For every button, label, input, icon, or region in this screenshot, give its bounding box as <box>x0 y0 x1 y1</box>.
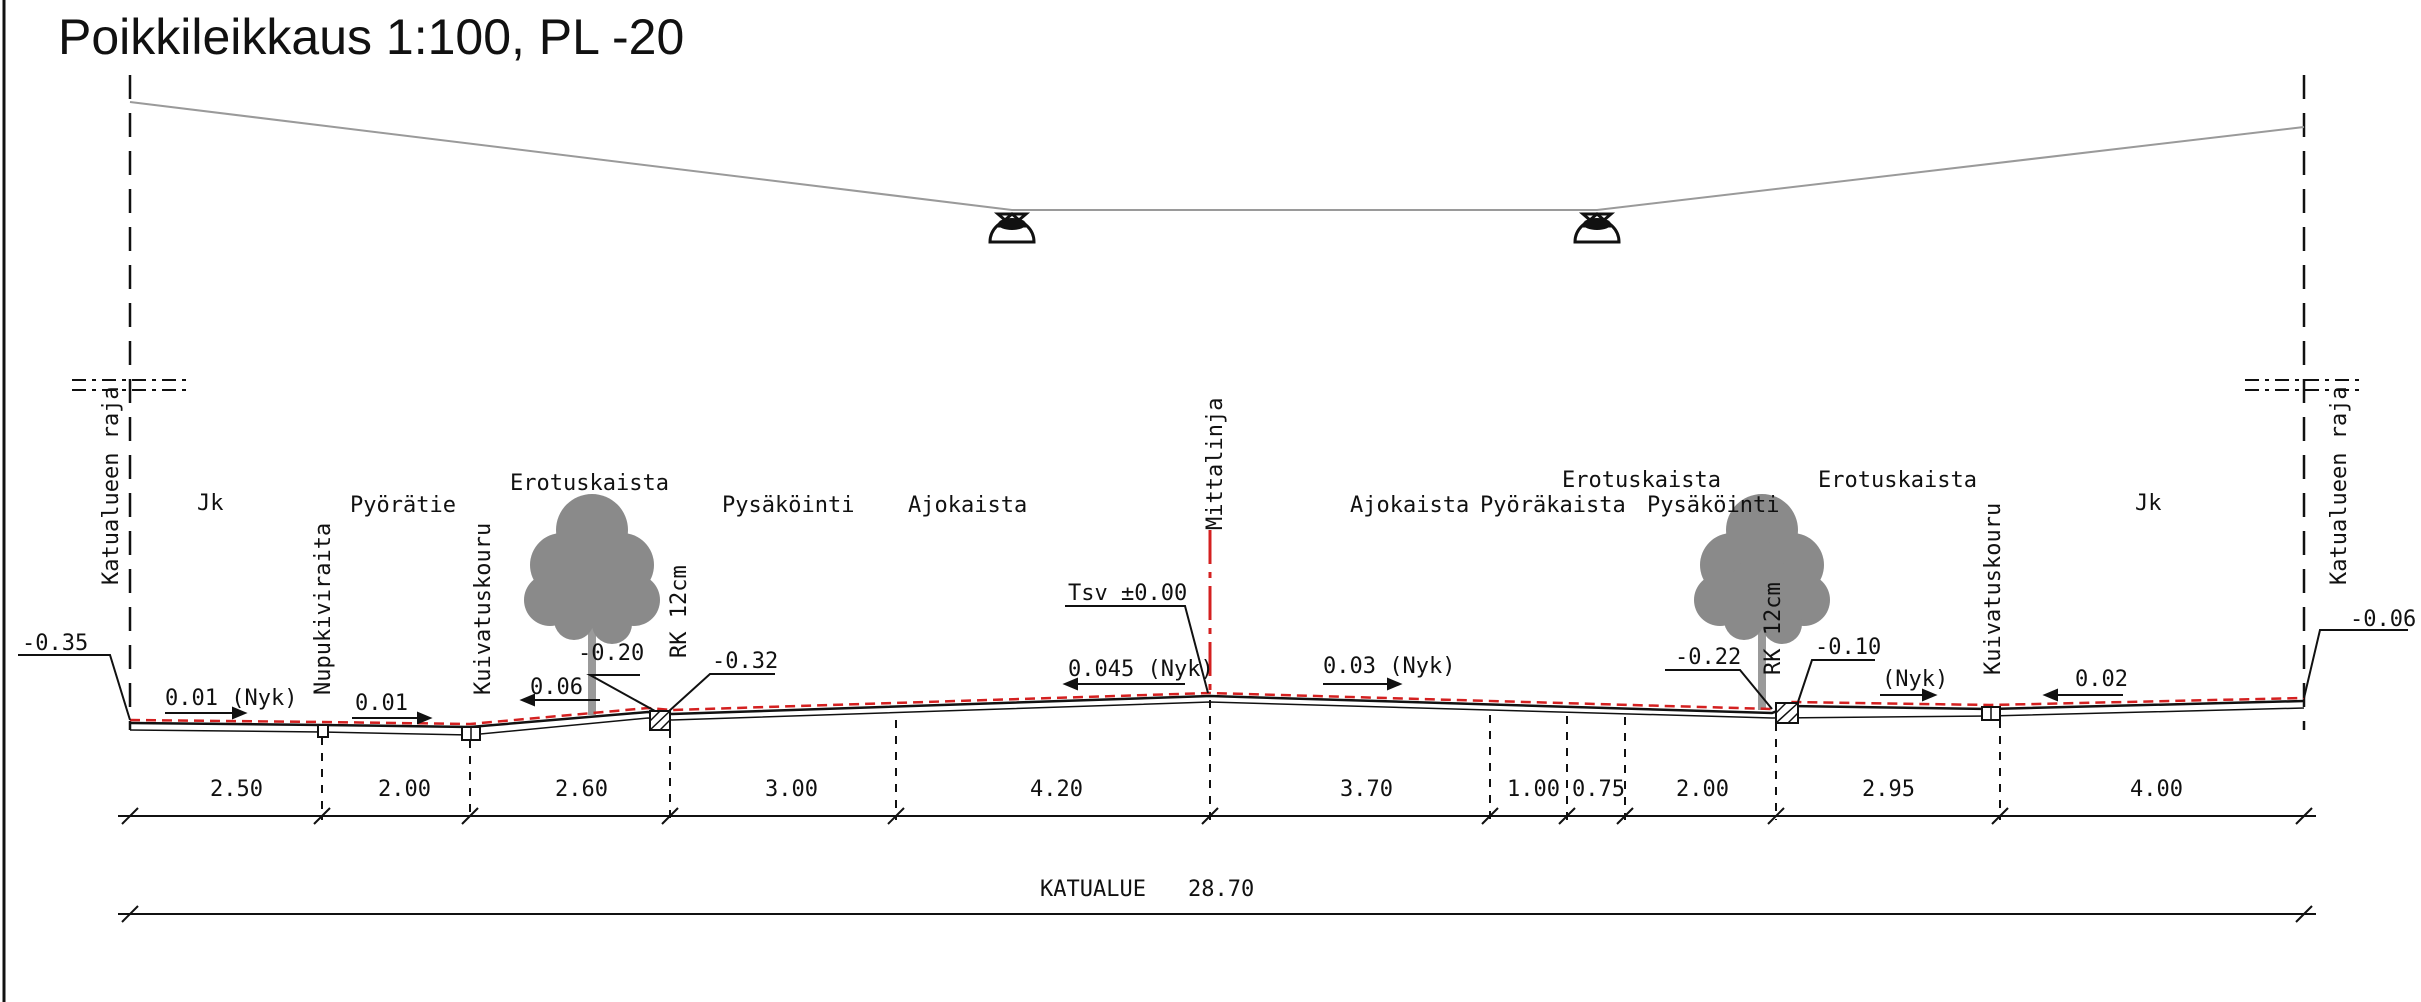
zone-label-ajokaista-right: Ajokaista <box>1350 493 1469 518</box>
dimension-value: 3.00 <box>765 777 818 802</box>
zone-label-ajokaista-left: Ajokaista <box>908 493 1027 518</box>
zone-label-erotuskaista-right: Erotuskaista <box>1818 468 1977 493</box>
zone-label-jk-right: Jk <box>2135 491 2162 516</box>
slope-erotus-left: 0.06 <box>530 675 583 700</box>
level-curb-left-top: -0.20 <box>578 641 644 666</box>
katualue-raja-right-label: Katualueen raja <box>2327 386 2352 585</box>
level-leader-curb-left-b <box>667 673 775 713</box>
slope-erotus-right: (Nyk) <box>1882 667 1948 692</box>
zone-label-pyorakaista: Pyöräkaista <box>1480 493 1626 518</box>
level-leader-curb-left <box>586 674 656 712</box>
slope-ajorata-left: 0.045 (Nyk) <box>1068 657 1214 682</box>
level-left-edge: -0.35 <box>22 631 88 656</box>
curb-left-hatch-icon <box>649 710 671 731</box>
level-leader-curb-right-top <box>1797 659 1875 703</box>
dimension-value: 2.95 <box>1862 777 1915 802</box>
zone-label-jk-left: Jk <box>197 491 224 516</box>
total-label: KATUALUE <box>1040 877 1146 902</box>
dimension-value: 2.50 <box>210 777 263 802</box>
nupukivi-block-icon <box>317 724 329 738</box>
rk-right-label: RK 12cm <box>1761 582 1786 675</box>
mittalinja-label: Mittalinja <box>1203 398 1228 530</box>
level-curb-right-top: -0.10 <box>1815 635 1881 660</box>
total-value: 28.70 <box>1188 877 1254 902</box>
surface-line <box>129 694 2305 729</box>
total-tick-right <box>2295 905 2313 923</box>
zone-label-pysakointi-right: Pysäköinti <box>1647 493 1779 518</box>
existing-surface-line <box>129 691 2305 726</box>
dimension-value: 2.00 <box>1676 777 1729 802</box>
tree-icon <box>1694 494 1830 710</box>
nupukiviraita-label: Nupukiviraita <box>311 523 336 695</box>
total-tick-left <box>121 905 139 923</box>
zone-label-erotuskaista-mid: Erotuskaista <box>1562 468 1721 493</box>
dimension-value: 2.60 <box>555 777 608 802</box>
slope-pyoratie: 0.01 <box>355 691 408 716</box>
level-leader-right <box>2303 629 2408 699</box>
slope-jk-left: 0.01 (Nyk) <box>165 686 297 711</box>
dimension-value: 3.70 <box>1340 777 1393 802</box>
boundary-marker-right <box>2245 379 2362 391</box>
luminaire-icon <box>988 212 1036 244</box>
kuivatuskouru-left-label: Kuivatuskouru <box>471 523 496 695</box>
zone-label-pysakointi-left: Pysäköinti <box>722 493 854 518</box>
dimension-value: 4.20 <box>1030 777 1083 802</box>
zone-label-erotuskaista-left: Erotuskaista <box>510 471 669 496</box>
dimension-value: 4.00 <box>2130 777 2183 802</box>
zone-separators <box>321 700 2001 820</box>
level-leader-tsv <box>1065 605 1209 694</box>
level-right-edge: -0.06 <box>2350 607 2416 632</box>
luminaire-icon <box>1573 212 1621 244</box>
rk-left-label: RK 12cm <box>667 565 692 658</box>
level-curb-right: -0.22 <box>1675 645 1741 670</box>
tree-icon <box>524 494 660 715</box>
level-leader-left <box>18 654 131 721</box>
slope-ajorata-right: 0.03 (Nyk) <box>1323 654 1455 679</box>
kuivatuskouru-right-label: Kuivatuskouru <box>1981 503 2006 675</box>
zone-label-pyoratie: Pyörätie <box>350 493 456 518</box>
dimension-value: 0.75 <box>1572 777 1625 802</box>
lighting-cable <box>129 101 2305 211</box>
boundary-marker-left <box>72 379 190 391</box>
dimension-value: 1.00 <box>1507 777 1560 802</box>
curb-right-hatch-icon <box>1775 702 1799 724</box>
slope-arrows <box>165 677 2123 725</box>
slope-jk-right: 0.02 <box>2075 667 2128 692</box>
level-tsv: Tsv ±0.00 <box>1068 581 1187 606</box>
drawing-title: Poikkileikkaus 1:100, PL -20 <box>58 9 685 65</box>
level-curb-left-bottom: -0.32 <box>712 649 778 674</box>
level-leader-curb-right <box>1665 669 1773 710</box>
surface-bottom-line <box>129 701 2305 736</box>
katualue-raja-left-label: Katualueen raja <box>99 386 124 585</box>
dimension-ticks <box>121 807 2313 825</box>
dimension-value: 2.00 <box>378 777 431 802</box>
